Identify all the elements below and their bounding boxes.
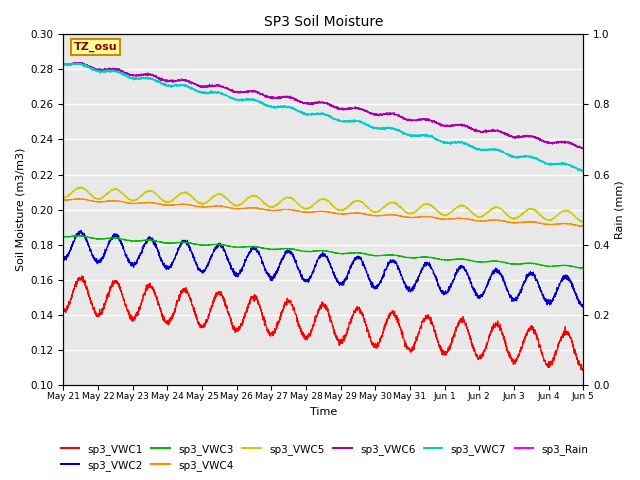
sp3_VWC5 — [570, 212, 577, 217]
sp3_VWC5 — [579, 219, 587, 225]
sp3_VWC2 — [77, 228, 85, 233]
sp3_VWC4 — [74, 196, 82, 202]
sp3_VWC1 — [579, 368, 587, 373]
sp3_VWC6 — [579, 146, 587, 152]
sp3_VWC7 — [72, 60, 79, 66]
sp3_VWC6 — [72, 60, 80, 65]
sp3_VWC1 — [60, 308, 67, 313]
sp3_VWC1 — [579, 366, 587, 372]
sp3_VWC1 — [150, 286, 157, 292]
Line: sp3_VWC2: sp3_VWC2 — [63, 230, 583, 307]
sp3_VWC3 — [78, 233, 86, 239]
Y-axis label: Soil Moisture (m3/m3): Soil Moisture (m3/m3) — [15, 148, 25, 271]
sp3_VWC3 — [513, 261, 521, 267]
sp3_VWC5 — [259, 199, 267, 204]
Y-axis label: Rain (mm): Rain (mm) — [615, 180, 625, 239]
sp3_VWC1 — [282, 301, 289, 307]
sp3_VWC5 — [119, 191, 127, 196]
sp3_VWC4 — [259, 206, 267, 212]
sp3_VWC3 — [579, 265, 586, 271]
sp3_VWC4 — [60, 197, 67, 203]
sp3_VWC1 — [570, 344, 577, 349]
sp3_VWC1 — [119, 294, 127, 300]
sp3_VWC6 — [282, 94, 289, 100]
sp3_VWC3 — [119, 237, 127, 242]
sp3_VWC4 — [119, 199, 127, 204]
sp3_VWC2 — [513, 294, 521, 300]
Line: sp3_VWC3: sp3_VWC3 — [63, 236, 583, 268]
Line: sp3_VWC1: sp3_VWC1 — [63, 276, 583, 371]
sp3_VWC5 — [78, 184, 86, 190]
sp3_VWC7 — [579, 169, 587, 175]
X-axis label: Time: Time — [310, 407, 337, 417]
sp3_VWC1 — [78, 273, 86, 279]
sp3_VWC6 — [259, 91, 267, 97]
Line: sp3_VWC7: sp3_VWC7 — [63, 63, 583, 172]
sp3_VWC3 — [570, 264, 577, 269]
sp3_VWC3 — [259, 245, 267, 251]
sp3_VWC1 — [259, 317, 267, 323]
sp3_VWC2 — [60, 258, 67, 264]
sp3_VWC5 — [579, 219, 587, 225]
sp3_VWC7 — [513, 156, 521, 161]
sp3_VWC3 — [282, 245, 289, 251]
sp3_VWC2 — [150, 241, 157, 247]
Legend: sp3_VWC1, sp3_VWC2, sp3_VWC3, sp3_VWC4, sp3_VWC5, sp3_VWC6, sp3_VWC7, sp3_Rain: sp3_VWC1, sp3_VWC2, sp3_VWC3, sp3_VWC4, … — [56, 439, 593, 475]
sp3_VWC5 — [150, 190, 157, 195]
sp3_VWC5 — [282, 195, 289, 201]
sp3_VWC6 — [119, 68, 127, 74]
sp3_VWC2 — [570, 284, 577, 289]
sp3_VWC2 — [282, 252, 289, 258]
Text: TZ_osu: TZ_osu — [74, 42, 117, 52]
sp3_VWC4 — [577, 224, 584, 229]
sp3_VWC7 — [259, 101, 267, 107]
sp3_VWC3 — [60, 234, 67, 240]
sp3_VWC2 — [119, 243, 127, 249]
sp3_VWC5 — [513, 215, 521, 220]
sp3_VWC2 — [259, 259, 267, 265]
sp3_VWC4 — [282, 207, 289, 213]
Line: sp3_VWC6: sp3_VWC6 — [63, 62, 583, 149]
sp3_VWC2 — [579, 304, 587, 310]
sp3_VWC7 — [119, 71, 127, 76]
sp3_VWC7 — [570, 164, 577, 169]
sp3_VWC3 — [150, 238, 157, 243]
sp3_VWC1 — [513, 355, 521, 361]
sp3_VWC6 — [513, 134, 521, 140]
sp3_VWC4 — [570, 222, 577, 228]
sp3_VWC6 — [579, 145, 587, 151]
sp3_VWC6 — [60, 61, 67, 67]
sp3_VWC7 — [60, 61, 67, 67]
sp3_VWC6 — [150, 73, 157, 79]
sp3_VWC4 — [150, 200, 157, 205]
sp3_VWC3 — [579, 265, 587, 271]
sp3_VWC6 — [570, 142, 577, 148]
sp3_VWC7 — [282, 103, 289, 109]
sp3_VWC4 — [579, 224, 587, 229]
sp3_VWC4 — [513, 220, 521, 226]
sp3_VWC5 — [60, 194, 67, 200]
Title: SP3 Soil Moisture: SP3 Soil Moisture — [264, 15, 383, 29]
sp3_VWC7 — [150, 76, 157, 82]
Line: sp3_VWC5: sp3_VWC5 — [63, 187, 583, 222]
Line: sp3_VWC4: sp3_VWC4 — [63, 199, 583, 227]
